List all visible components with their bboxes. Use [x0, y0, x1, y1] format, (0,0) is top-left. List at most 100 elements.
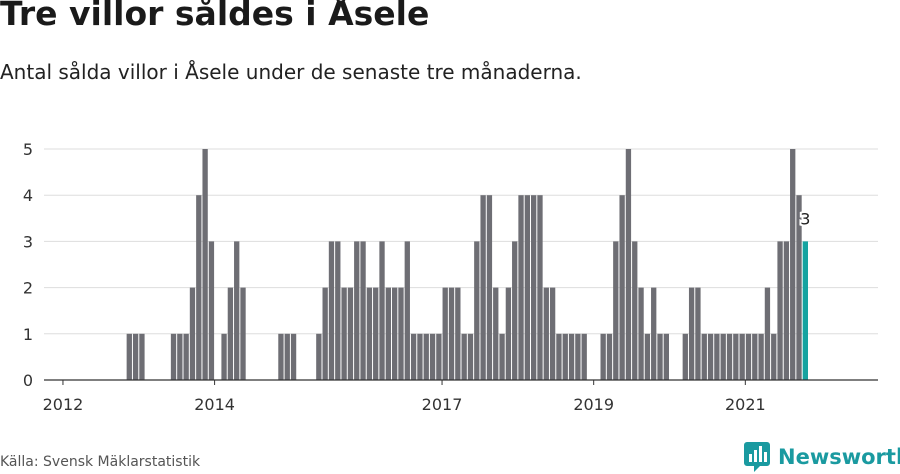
bar: [240, 287, 246, 380]
bar: [493, 287, 499, 380]
bar: [480, 195, 486, 380]
bar: [354, 241, 360, 380]
bar: [613, 241, 619, 380]
bar: [518, 195, 524, 380]
bar: [562, 333, 568, 380]
bar: [758, 333, 764, 380]
bar: [752, 333, 758, 380]
bar: [733, 333, 739, 380]
bar: [777, 241, 783, 380]
newsworthy-logo-icon: [744, 442, 770, 472]
bar: [379, 241, 385, 380]
bar: [139, 333, 145, 380]
bar: [202, 149, 208, 380]
bar: [284, 333, 290, 380]
bar: [455, 287, 461, 380]
bar: [695, 287, 701, 380]
x-tick-label: 2019: [573, 395, 614, 414]
bar: [347, 287, 354, 380]
bar: [461, 333, 467, 380]
bar: [644, 333, 651, 380]
bar: [707, 333, 714, 380]
bar: [227, 287, 234, 380]
bar: [423, 333, 429, 380]
bar: [278, 333, 284, 380]
bar: [328, 241, 335, 380]
x-tick-label: 2012: [43, 395, 84, 414]
bar: [177, 333, 183, 380]
bar: [208, 241, 215, 380]
bar: [790, 149, 796, 380]
bar: [524, 195, 530, 380]
bar: [410, 333, 417, 380]
bar: [663, 333, 669, 380]
bar: [739, 333, 745, 380]
bar: [543, 287, 549, 380]
y-tick-label: 0: [23, 371, 33, 390]
bar: [417, 333, 423, 380]
source-note: Källa: Svensk Mäklarstatistik: [0, 454, 201, 470]
bar: [486, 195, 493, 380]
bar: [436, 333, 442, 380]
bar: [373, 287, 379, 380]
bar: [234, 241, 240, 380]
bar: [360, 241, 366, 380]
bar: [549, 287, 556, 380]
y-tick-label: 1: [23, 325, 33, 344]
bar: [701, 333, 707, 380]
bar: [682, 333, 688, 380]
bar: [657, 333, 663, 380]
y-tick-label: 2: [23, 279, 33, 298]
bar: [556, 333, 562, 380]
y-tick-label: 3: [23, 232, 33, 251]
bar: [632, 241, 638, 380]
y-tick-label: 4: [23, 186, 33, 205]
bar: [404, 241, 410, 380]
bar: [499, 333, 505, 380]
x-tick-label: 2021: [725, 395, 766, 414]
bar: [764, 287, 771, 380]
bar: [366, 287, 373, 380]
bar: [783, 241, 790, 380]
bar: [132, 333, 139, 380]
bar: [183, 333, 189, 380]
bar: [512, 241, 518, 380]
bar: [196, 195, 202, 380]
bar: [531, 195, 537, 380]
x-tick-label: 2017: [422, 395, 463, 414]
bar: [316, 333, 322, 380]
bar: [796, 195, 802, 380]
bar: [745, 333, 752, 380]
bar: [221, 333, 227, 380]
bar: [651, 287, 657, 380]
chart-title: Tre villor såldes i Åsele: [0, 0, 430, 33]
chart-subtitle: Antal sålda villor i Åsele under de sena…: [0, 60, 582, 84]
bar: [290, 333, 297, 380]
bar: [638, 287, 644, 380]
bar: [341, 287, 347, 380]
bar-value-label: 3: [800, 209, 810, 228]
bar: [467, 333, 474, 380]
bar: [448, 287, 455, 380]
brand-logo: Newsworthy: [744, 442, 900, 472]
bar: [625, 149, 632, 380]
bar: [442, 287, 448, 380]
bar: [398, 287, 404, 380]
bar: [771, 333, 777, 380]
bar: [714, 333, 720, 380]
bar: [600, 333, 606, 380]
bar: [581, 333, 587, 380]
bar: [688, 287, 695, 380]
y-tick-label: 5: [23, 140, 33, 159]
brand-name: Newsworthy: [778, 445, 900, 469]
bar: [720, 333, 726, 380]
bar: [429, 333, 436, 380]
bar: [726, 333, 733, 380]
bar: [606, 333, 613, 380]
bar: [126, 333, 132, 380]
bar: [392, 287, 398, 380]
bar: [619, 195, 625, 380]
bar: [537, 195, 543, 380]
bar: [575, 333, 581, 380]
